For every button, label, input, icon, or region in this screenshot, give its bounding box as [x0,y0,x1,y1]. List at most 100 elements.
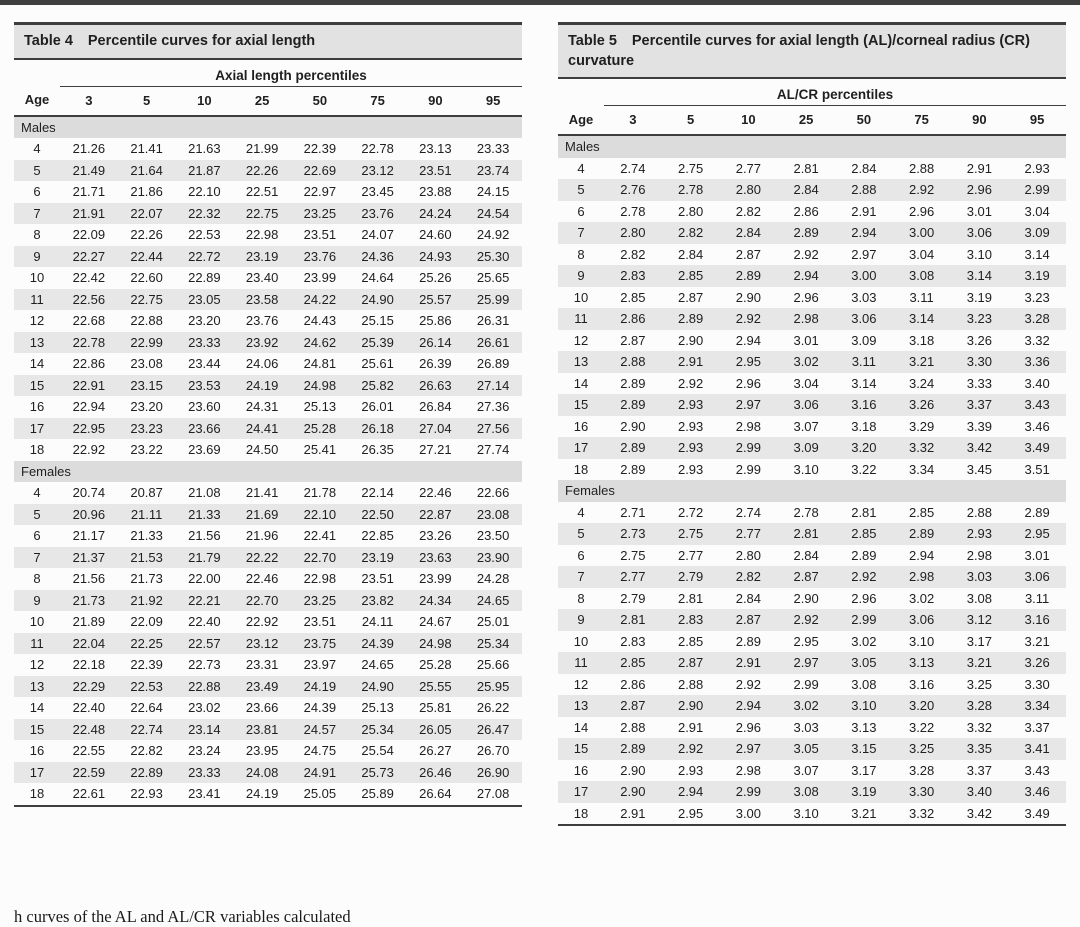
value-cell: 2.92 [677,375,704,391]
value-cell: 25.66 [476,657,510,673]
value-cell: 23.76 [348,202,407,225]
value-cell: 25.13 [303,399,337,415]
value-cell: 3.33 [966,375,993,391]
value-cell: 21.56 [188,528,221,544]
value-cell: 22.09 [130,614,163,630]
value-cell: 22.40 [188,614,221,630]
value-cell: 23.14 [175,718,234,741]
table-row: 12 2.87 2.90 2.94 3.01 3.09 3.18 3.26 3.32 [558,330,1066,352]
table4-title: Percentile curves for axial length [87,33,316,49]
value-cell: 2.77 [735,160,762,176]
value-cell: 3.32 [892,437,951,459]
value-cell: 2.99 [793,676,819,692]
value-cell: 24.62 [291,331,349,354]
value-cell: 2.82 [719,566,778,588]
value-cell: 23.44 [188,356,221,372]
value-cell: 24.24 [406,202,465,225]
age-cell: 17 [558,437,604,459]
value-cell: 23.90 [464,546,522,569]
table-row: 14 22.86 23.08 23.44 24.06 24.81 25.61 26.39 26.… [14,353,522,375]
value-cell: 25.13 [361,700,394,716]
table-row: 6 21.71 21.86 22.10 22.51 22.97 23.45 23.88 24.1… [14,181,522,203]
table5-title: Percentile curves for axial length (AL)/… [568,33,1030,69]
age-cell: 16 [573,762,589,778]
value-cell: 2.84 [735,590,762,606]
value-cell: 3.17 [966,633,993,649]
value-cell: 3.32 [908,805,935,821]
value-cell: 22.21 [175,589,234,612]
value-cell: 3.08 [851,676,877,692]
value-cell: 26.27 [419,743,452,759]
value-cell: 26.84 [419,399,452,415]
value-cell: 2.77 [604,566,662,588]
value-cell: 3.02 [908,590,935,606]
value-cell: 3.10 [793,461,819,477]
value-cell: 23.12 [233,632,291,655]
value-cell: 26.01 [361,399,394,415]
value-cell: 2.90 [793,590,819,606]
value-cell: 2.99 [835,609,893,631]
table5-column-header-row: Age 3 5 10 25 50 75 90 95 [558,105,1066,137]
age-cell: 15 [14,374,60,397]
value-cell: 3.25 [966,676,993,692]
value-cell: 2.87 [620,332,646,348]
value-cell: 2.78 [620,203,646,219]
value-cell: 22.98 [245,227,279,243]
value-cell: 2.92 [719,308,778,330]
value-cell: 22.46 [245,571,279,587]
value-cell: 2.99 [719,781,778,803]
value-cell: 2.93 [661,437,720,459]
age-cell: 17 [14,417,60,440]
value-cell: 2.96 [793,289,819,305]
value-cell: 2.89 [1024,504,1050,520]
value-cell: 21.49 [60,159,118,182]
value-cell: 2.86 [604,308,662,330]
value-cell: 21.91 [60,202,118,225]
table-row: 11 2.85 2.87 2.91 2.97 3.05 3.13 3.21 3.26 [558,652,1066,674]
table-row: 6 2.78 2.80 2.82 2.86 2.91 2.96 3.01 3.04 [558,201,1066,223]
value-cell: 22.07 [117,202,176,225]
value-cell: 22.93 [130,786,163,802]
value-cell: 2.96 [735,719,762,735]
value-cell: 23.81 [233,718,291,741]
value-cell: 2.75 [661,523,720,545]
value-cell: 22.91 [60,374,118,397]
value-cell: 3.05 [835,652,893,674]
value-cell: 3.16 [835,394,893,416]
table-row: 13 2.88 2.91 2.95 3.02 3.11 3.21 3.30 3.36 [558,351,1066,373]
value-cell: 3.36 [1008,351,1066,373]
value-cell: 2.92 [793,246,819,262]
value-cell: 22.88 [130,313,163,329]
value-cell: 3.17 [851,762,877,778]
value-cell: 27.74 [476,442,510,458]
value-cell: 3.06 [892,609,951,631]
value-cell: 25.81 [419,700,452,716]
section-header-row: Males [14,115,522,139]
table-row: 13 22.29 22.53 22.88 23.49 24.19 24.90 25.55 25.… [14,675,522,698]
table-row: 10 22.42 22.60 22.89 23.40 23.99 24.64 25.26 25.… [14,267,522,289]
value-cell: 22.59 [60,761,118,784]
value-cell: 23.88 [419,184,452,200]
value-cell: 22.29 [60,675,118,698]
table-row: 16 2.90 2.93 2.98 3.07 3.18 3.29 3.39 3.46 [558,416,1066,438]
value-cell: 23.02 [188,700,221,716]
value-cell: 2.94 [777,265,835,287]
value-cell: 2.92 [735,676,762,692]
value-cell: 2.80 [604,222,662,244]
value-cell: 3.19 [835,781,893,803]
value-cell: 23.92 [233,331,291,354]
value-cell: 25.61 [361,356,394,372]
value-cell: 2.87 [777,566,835,588]
value-cell: 22.78 [60,331,118,354]
age-cell: 7 [558,566,604,588]
age-cell: 12 [29,313,45,329]
value-cell: 24.65 [361,657,394,673]
value-cell: 2.99 [719,437,778,459]
value-cell: 22.42 [72,270,106,286]
value-cell: 23.31 [245,657,279,673]
value-cell: 21.26 [72,141,106,157]
value-cell: 25.54 [361,743,394,759]
value-cell: 22.51 [245,184,279,200]
value-cell: 23.33 [175,331,234,354]
